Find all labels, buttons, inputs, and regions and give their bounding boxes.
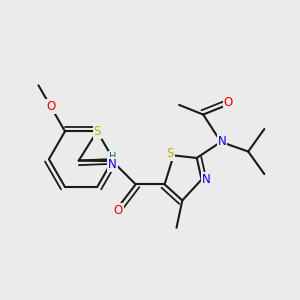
Text: O: O <box>113 204 123 218</box>
Text: S: S <box>167 147 174 160</box>
Text: O: O <box>224 96 233 109</box>
Text: O: O <box>46 100 55 113</box>
Text: H: H <box>109 152 116 162</box>
Text: N: N <box>108 158 117 171</box>
Text: N: N <box>202 173 211 186</box>
Text: S: S <box>94 125 101 138</box>
Text: N: N <box>109 154 117 164</box>
Text: N: N <box>218 135 226 148</box>
